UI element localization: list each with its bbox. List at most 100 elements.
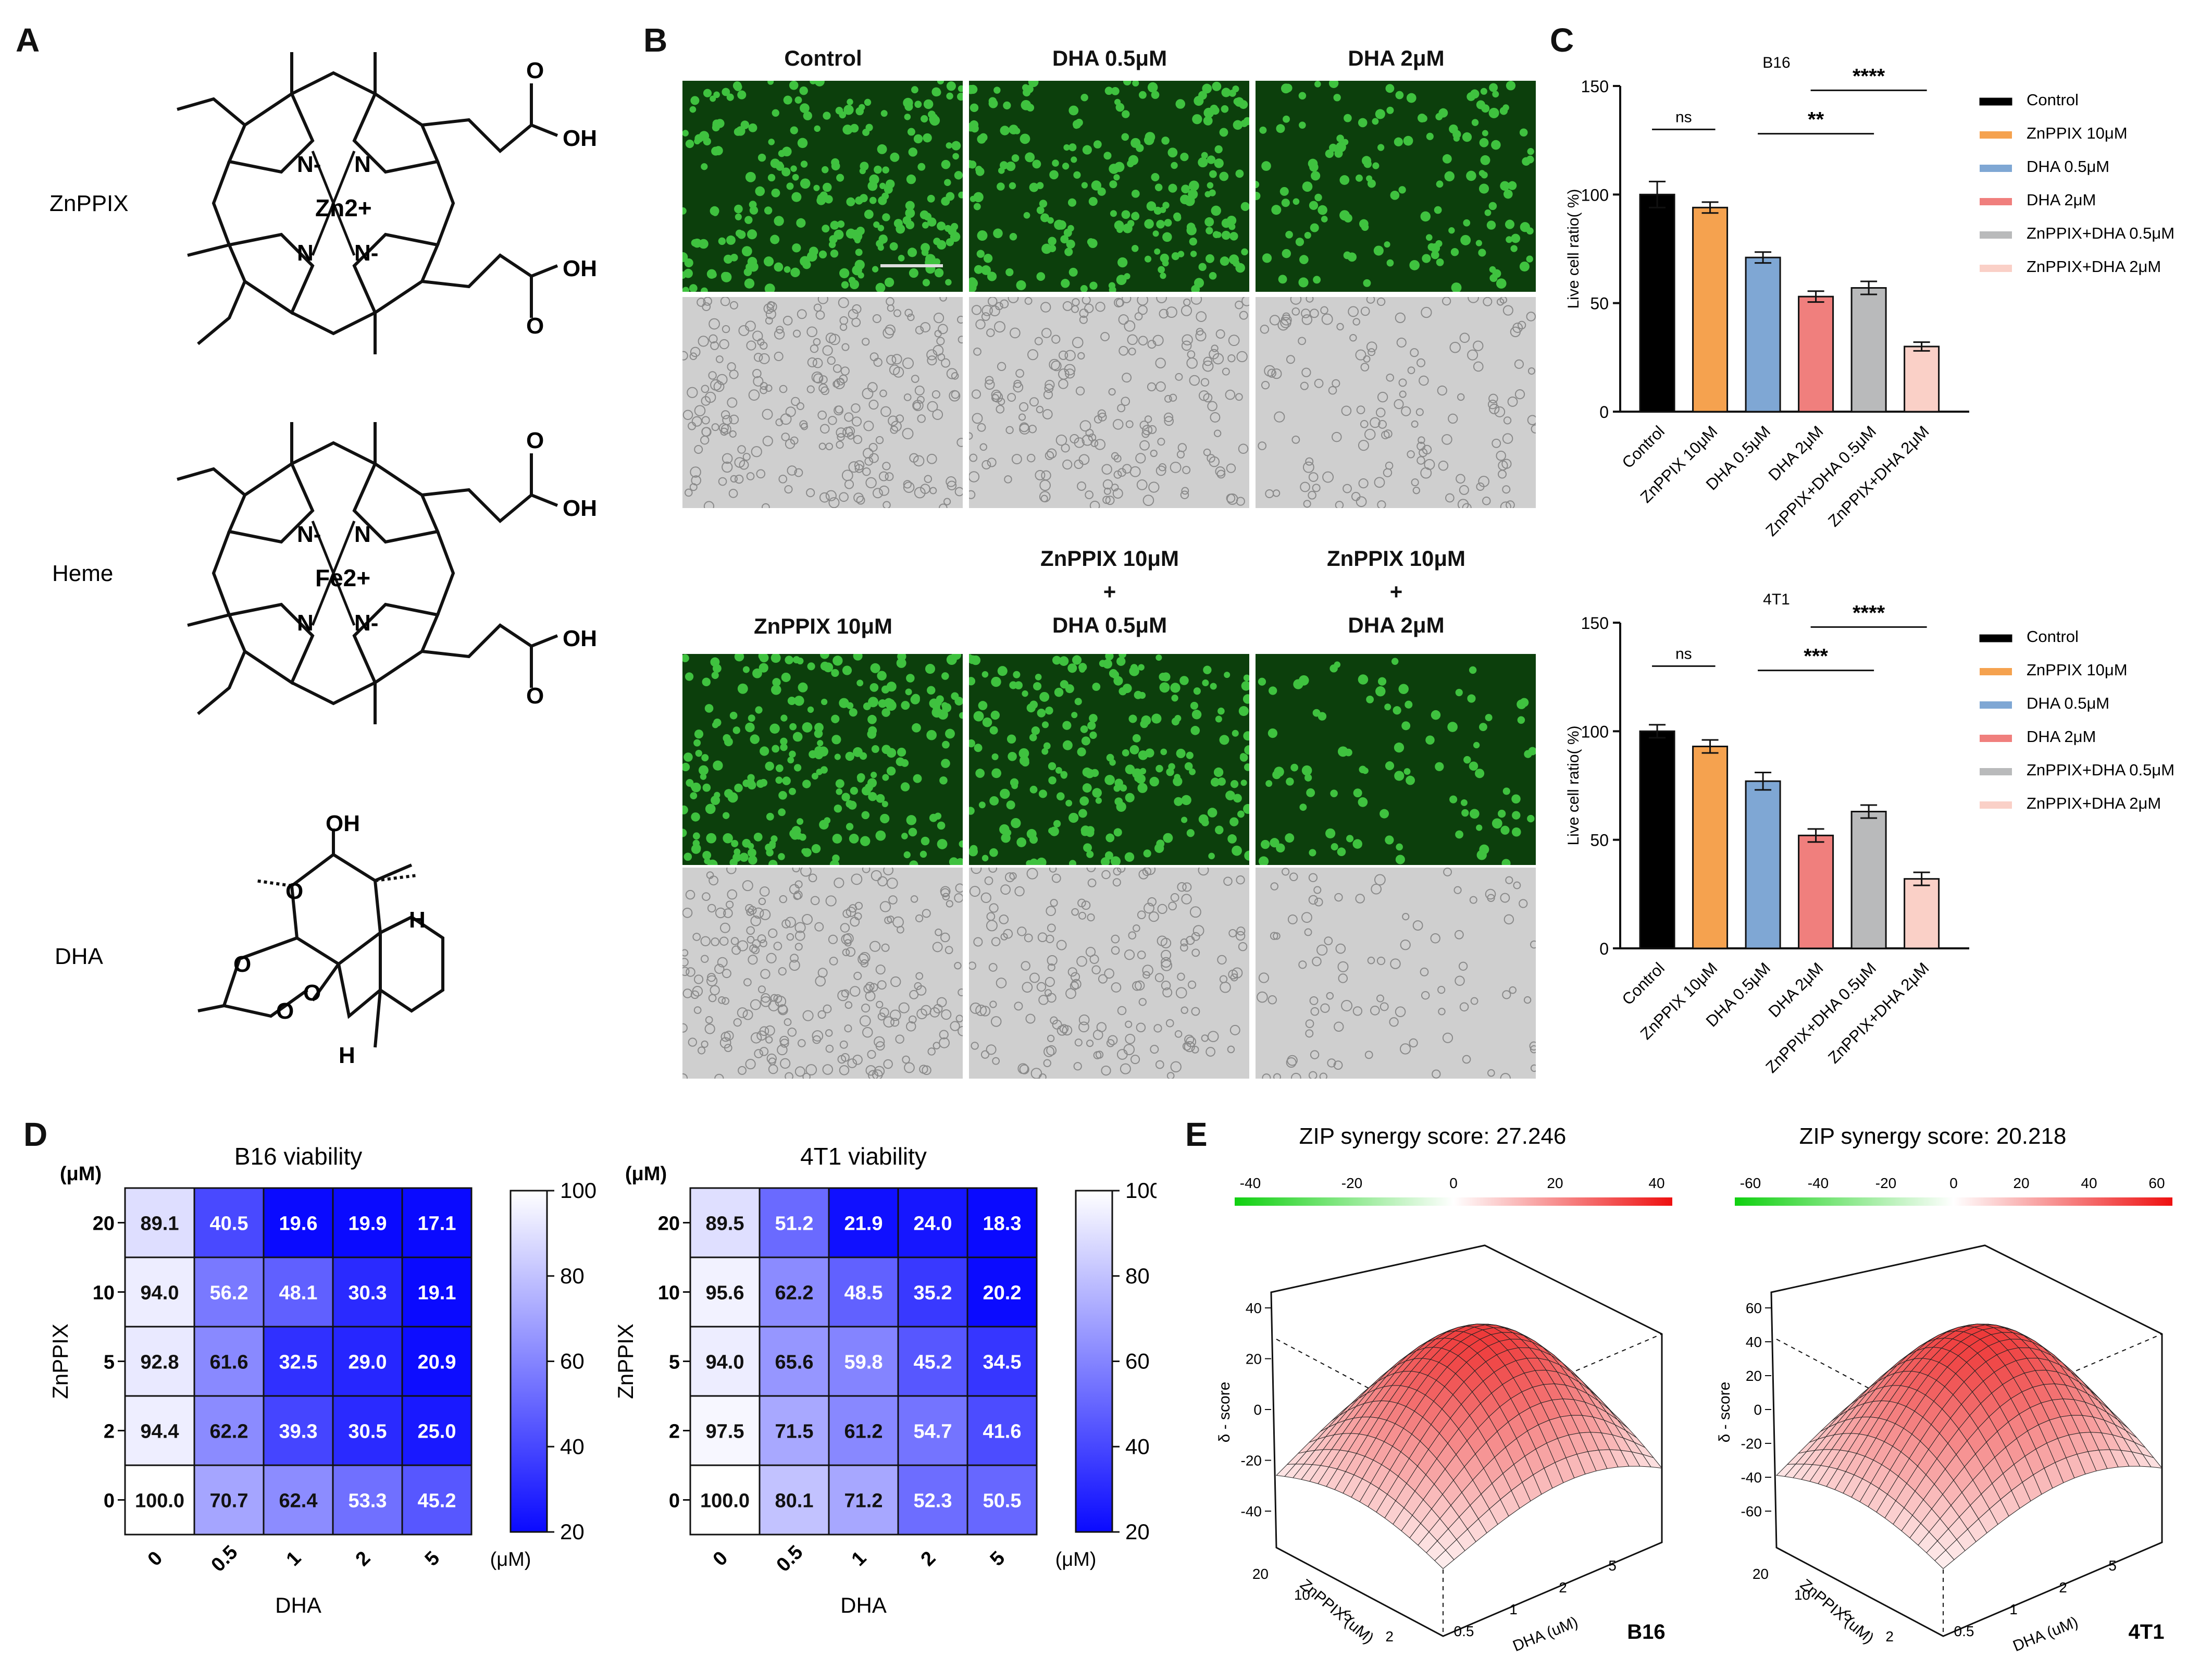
y-tick-label: 2 [669, 1421, 680, 1443]
x-tick-label: 2 [917, 1547, 940, 1571]
x-tick-label: 1 [1509, 1601, 1518, 1617]
cell-value: 24.0 [914, 1213, 952, 1235]
colorbar-tick-label: 100 [1125, 1178, 1157, 1203]
cell-value: 19.6 [279, 1213, 318, 1235]
cell-value: 61.2 [844, 1421, 883, 1443]
scale-tick-label: 20 [1547, 1175, 1563, 1191]
x-tick-label: Control [1619, 422, 1668, 472]
x-tick-label: 0.5 [1454, 1623, 1474, 1639]
fluorescence-image [969, 654, 1249, 865]
heatmap-cell [828, 1187, 899, 1258]
pyrrole-ring [352, 91, 440, 174]
cell-value: 94.0 [706, 1352, 744, 1374]
synergy-color-scale [1735, 1197, 2172, 1206]
micrograph-title-control: Control [784, 46, 862, 70]
scale-tick-label: 40 [2081, 1175, 2097, 1191]
methine-bridge [212, 530, 231, 616]
heatmap-cell [689, 1187, 761, 1258]
synergy-surface-b16: ZIP synergy score: 27.246-40 -20 0 20 404020… [1216, 1123, 1672, 1655]
y-tick-label: 20 [1753, 1566, 1769, 1582]
cells [682, 868, 963, 1079]
compound-name-znppix: ZnPPIX [49, 191, 129, 216]
legend-label: Control [2027, 91, 2079, 109]
y-axis-label: Live cell ratio( %) [1565, 189, 1582, 308]
y-tick-label: 5 [1844, 1608, 1852, 1624]
cell-value: 89.1 [141, 1213, 179, 1235]
heatmap-cell [332, 1395, 403, 1466]
cell-value: 39.3 [279, 1421, 318, 1443]
colorbar-tick-label: 20 [1125, 1519, 1150, 1544]
colorbar-tick-label: 60 [560, 1349, 585, 1374]
heatmap-cell [263, 1326, 334, 1397]
bar [1850, 811, 1887, 949]
dha-label-oh: OH [326, 811, 360, 836]
panel-label-b: B [643, 21, 668, 59]
cell-value: 30.3 [349, 1282, 387, 1304]
z-tick-label: -20 [1241, 1453, 1262, 1469]
metal-ion-label: Zn2+ [315, 194, 372, 221]
y-unit-label: (μM) [625, 1163, 667, 1185]
cell-value: 94.0 [141, 1282, 179, 1304]
atom-label: O [526, 313, 544, 339]
legend-swatch [1979, 97, 2012, 106]
fluorescence-image [682, 654, 963, 865]
legend-label: DHA 2μM [2027, 191, 2096, 209]
cell-value: 92.8 [141, 1352, 179, 1374]
cell-texture [1257, 868, 1536, 1079]
methine-bridge [436, 530, 455, 616]
cells [682, 81, 963, 292]
y-tick-label: 100 [1581, 186, 1609, 204]
error-bar [1913, 341, 1930, 352]
legend-label: DHA 2μM [2027, 727, 2096, 746]
heatmap-cell [193, 1464, 265, 1536]
heatmap-cell [966, 1464, 1038, 1536]
scale-tick-label: 40 [1648, 1175, 1664, 1191]
dha-label-o4: O [303, 980, 321, 1006]
bar [1745, 780, 1781, 949]
x-tick-label: 0 [709, 1547, 732, 1571]
y-tick-label: 0 [104, 1490, 115, 1512]
z-axis-label: δ - score [1216, 1382, 1233, 1443]
scale-tick-label: -20 [1341, 1175, 1362, 1191]
cells [682, 654, 963, 865]
panel-label-e: E [1185, 1116, 1208, 1153]
x-tick-label: 0.5 [207, 1541, 242, 1576]
significance-label: ns [1675, 108, 1692, 126]
micrograph-title-dha-2: DHA 2μM [1348, 46, 1445, 70]
x-tick-label: Control [1619, 959, 1668, 1008]
legend-label: ZnPPIX+DHA 0.5μM [2027, 761, 2174, 779]
fluorescence-image [969, 81, 1249, 292]
brightfield-image [969, 297, 1249, 508]
heatmap-cell [897, 1464, 968, 1536]
compound-name-dha: DHA [55, 944, 104, 969]
x-tick-label: 2 [2059, 1579, 2067, 1596]
atom-label: N- [297, 152, 321, 177]
panel-label-a: A [16, 21, 40, 59]
y-axis-label: ZnPPIX [613, 1324, 638, 1399]
cell-texture [1256, 81, 1534, 292]
colorbar-tick-label: 40 [560, 1434, 585, 1458]
cells [1256, 81, 1534, 292]
heatmap-title: B16 viability [234, 1143, 362, 1170]
scale-tick-label: 20 [2013, 1175, 2029, 1191]
brightfield-image [969, 868, 1249, 1079]
z-tick-label: 0 [1754, 1402, 1762, 1418]
scale-tick-label: 0 [1949, 1175, 1958, 1191]
legend-swatch [1980, 165, 2012, 172]
significance-label: ns [1675, 645, 1692, 662]
cells [969, 868, 1248, 1079]
legend-label: Control [2027, 627, 2079, 646]
metal-bonds [311, 151, 356, 256]
x-tick-label: 1 [282, 1547, 306, 1571]
y-tick-label: 0 [669, 1490, 680, 1512]
y-tick-label: 0 [1599, 403, 1609, 422]
micrograph-title-dha-05: DHA 0.5μM [1052, 46, 1167, 70]
x-tick-label: 0 [144, 1547, 167, 1571]
x-tick-label: 2 [1559, 1579, 1567, 1596]
cell-value: 50.5 [983, 1490, 1022, 1512]
heatmap-cell [759, 1464, 830, 1536]
z-tick-label: 20 [1746, 1368, 1762, 1384]
pyrrole-ring [352, 461, 440, 544]
atom-label: N- [297, 522, 321, 547]
cell-texture [969, 297, 1249, 508]
